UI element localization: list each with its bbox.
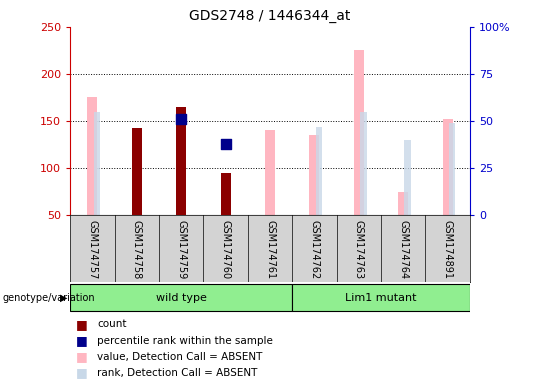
Text: count: count [97,319,127,329]
Text: GSM174764: GSM174764 [398,220,408,280]
Bar [93,112,100,215]
Text: value, Detection Call = ABSENT: value, Detection Call = ABSENT [97,352,262,362]
Point [177,116,186,122]
Text: GSM174891: GSM174891 [443,220,453,280]
Bar [265,131,275,215]
Text: rank, Detection Call = ABSENT: rank, Detection Call = ABSENT [97,368,258,378]
Text: GSM174763: GSM174763 [354,220,364,280]
Bar [449,123,455,215]
Bar [132,127,142,215]
Text: GSM174762: GSM174762 [309,220,319,280]
Text: ■: ■ [76,318,87,331]
Point [221,141,230,147]
Text: ■: ■ [76,350,87,363]
Text: GSM174758: GSM174758 [132,220,142,280]
Text: Lim1 mutant: Lim1 mutant [345,293,417,303]
Text: ■: ■ [76,334,87,347]
Bar [315,127,322,215]
Bar [292,284,470,311]
Bar [360,112,367,215]
Text: GSM174760: GSM174760 [221,220,231,280]
Text: GSM174759: GSM174759 [176,220,186,280]
Bar [87,98,97,215]
Title: GDS2748 / 1446344_at: GDS2748 / 1446344_at [190,9,350,23]
Text: genotype/variation: genotype/variation [3,293,96,303]
Text: percentile rank within the sample: percentile rank within the sample [97,336,273,346]
Bar [398,192,408,215]
Bar [404,140,411,215]
Text: GSM174757: GSM174757 [87,220,97,280]
Bar [443,119,453,215]
Bar [309,135,319,215]
Bar [70,284,292,311]
Text: ▶: ▶ [60,293,68,303]
Bar [176,107,186,215]
Bar [354,50,364,215]
Text: GSM174761: GSM174761 [265,220,275,280]
Text: wild type: wild type [156,293,207,303]
Bar [221,173,231,215]
Text: ■: ■ [76,366,87,379]
